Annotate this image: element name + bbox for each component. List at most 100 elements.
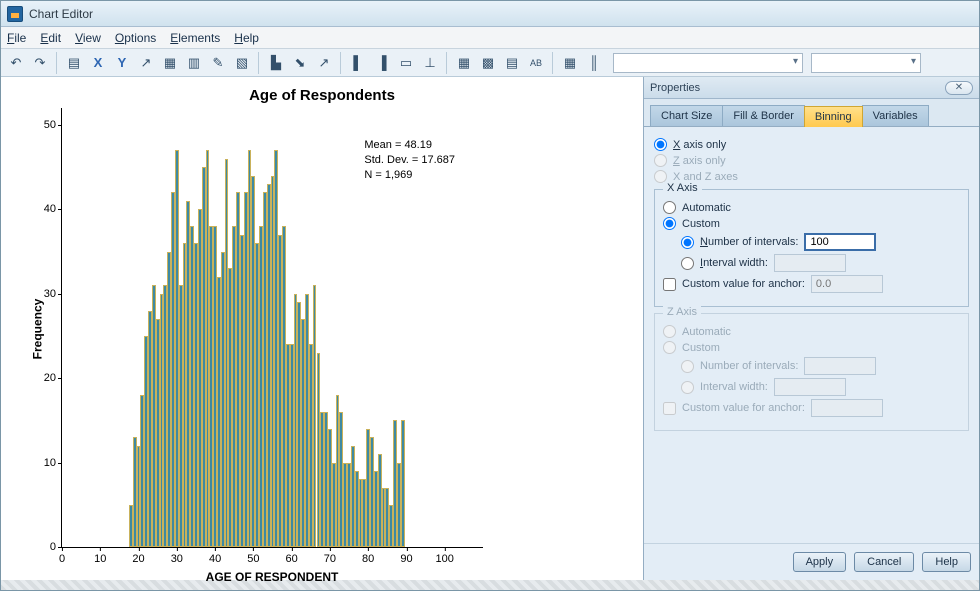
- z-anchor-input: [811, 399, 883, 417]
- y-axis-icon[interactable]: Y: [111, 52, 133, 74]
- properties-header: Properties ✕: [644, 77, 979, 99]
- chart-title: Age of Respondents: [11, 87, 633, 104]
- tab-binning[interactable]: Binning: [804, 106, 863, 127]
- z-num-intervals-label: Number of intervals:: [700, 360, 798, 372]
- x-custom-label: Custom: [682, 218, 720, 230]
- tab-variables[interactable]: Variables: [862, 105, 929, 126]
- num-intervals-label: Number of intervals:: [700, 236, 798, 248]
- radio-xz-label: X and Z axes: [673, 171, 738, 183]
- properties-body: X axis only Z axis only X and Z axes X A…: [644, 127, 979, 543]
- toolbar-dropdown-2[interactable]: [811, 53, 921, 73]
- legend-icon[interactable]: ▤: [501, 52, 523, 74]
- interval-width-input: [774, 254, 846, 272]
- options-icon[interactable]: ▧: [231, 52, 253, 74]
- radio-z-custom: [663, 341, 676, 354]
- properties-icon[interactable]: ▤: [63, 52, 85, 74]
- redo-icon[interactable]: ↷: [29, 52, 51, 74]
- x-axis-legend: X Axis: [663, 182, 702, 194]
- chart-plot: Mean = 48.19 Std. Dev. = 17.687 N = 1,96…: [61, 108, 483, 548]
- x-automatic-row: Automatic: [663, 201, 960, 214]
- menu-options[interactable]: Options: [115, 31, 156, 45]
- x-axis-label: AGE OF RESPONDENT: [61, 570, 483, 584]
- properties-tabs: Chart Size Fill & Border Binning Variabl…: [644, 99, 979, 127]
- cancel-button[interactable]: Cancel: [854, 552, 914, 572]
- z-axis-fieldset: Z Axis Automatic Custom Number of interv…: [654, 313, 969, 431]
- menu-elements[interactable]: Elements: [170, 31, 220, 45]
- histogram-icon[interactable]: ▐: [371, 52, 393, 74]
- custom-anchor-input: [811, 275, 883, 293]
- x-num-intervals-row: Number of intervals:: [681, 233, 960, 251]
- radio-interval-width[interactable]: [681, 257, 694, 270]
- properties-footer: Apply Cancel Help: [644, 543, 979, 580]
- interval-width-label: Interval width:: [700, 257, 768, 269]
- properties-title: Properties: [650, 82, 700, 94]
- data-label-icon[interactable]: ▦: [159, 52, 181, 74]
- z-interval-width-input: [774, 378, 846, 396]
- palette-icon[interactable]: ▦: [559, 52, 581, 74]
- z-custom-label: Custom: [682, 342, 720, 354]
- tab-chart-size[interactable]: Chart Size: [650, 105, 723, 126]
- custom-anchor-label: Custom value for anchor:: [682, 278, 805, 290]
- z-num-intervals-input: [804, 357, 876, 375]
- x-axis-icon[interactable]: X: [87, 52, 109, 74]
- tab-fill-border[interactable]: Fill & Border: [722, 105, 805, 126]
- checkbox-z-anchor: [663, 402, 676, 415]
- z-interval-width-label: Interval width:: [700, 381, 768, 393]
- window-title: Chart Editor: [29, 7, 93, 21]
- x-automatic-label: Automatic: [682, 202, 731, 214]
- radio-x-only[interactable]: [654, 138, 667, 151]
- z-anchor-label: Custom value for anchor:: [682, 402, 805, 414]
- ab-icon[interactable]: AB: [525, 52, 547, 74]
- transpose-icon[interactable]: ↗: [135, 52, 157, 74]
- radio-z-only-row: Z axis only: [654, 154, 969, 167]
- radio-x-only-label: X axis only: [673, 139, 726, 151]
- radio-z-interval-width: [681, 381, 694, 394]
- menu-file[interactable]: File: [7, 31, 26, 45]
- radio-z-only: [654, 154, 667, 167]
- chart-stats: Mean = 48.19 Std. Dev. = 17.687 N = 1,96…: [364, 138, 455, 183]
- chart-area: Age of Respondents Frequency Mean = 48.1…: [1, 77, 643, 580]
- radio-x-only-row: X axis only: [654, 138, 969, 151]
- stat-sd: Std. Dev. = 17.687: [364, 153, 455, 168]
- toolbar-dropdown-1[interactable]: [613, 53, 803, 73]
- stat-mean: Mean = 48.19: [364, 138, 455, 153]
- titlebar: Chart Editor: [1, 1, 979, 27]
- radio-x-automatic[interactable]: [663, 201, 676, 214]
- radio-z-automatic: [663, 325, 676, 338]
- close-icon[interactable]: ✕: [945, 81, 973, 95]
- chart-editor-window: Chart Editor File Edit View Options Elem…: [0, 0, 980, 591]
- errorbar-icon[interactable]: ⊥: [419, 52, 441, 74]
- radio-x-custom[interactable]: [663, 217, 676, 230]
- chart-type-3-icon[interactable]: ↗: [313, 52, 335, 74]
- menubar: File Edit View Options Elements Help: [1, 27, 979, 49]
- menu-edit[interactable]: Edit: [40, 31, 61, 45]
- checkbox-custom-anchor[interactable]: [663, 278, 676, 291]
- x-axis-fieldset: X Axis Automatic Custom Number of interv…: [654, 189, 969, 307]
- apply-button[interactable]: Apply: [793, 552, 847, 572]
- app-icon: [7, 6, 23, 22]
- grid-icon[interactable]: ▦: [453, 52, 475, 74]
- columns-icon[interactable]: ║: [583, 52, 605, 74]
- radio-z-only-label: Z axis only: [673, 155, 726, 167]
- num-intervals-input[interactable]: [804, 233, 876, 251]
- boxplot-icon[interactable]: ▭: [395, 52, 417, 74]
- radio-z-num-intervals: [681, 360, 694, 373]
- grid2-icon[interactable]: ▩: [477, 52, 499, 74]
- properties-panel: Properties ✕ Chart Size Fill & Border Bi…: [643, 77, 979, 580]
- undo-icon[interactable]: ↶: [5, 52, 27, 74]
- radio-num-intervals[interactable]: [681, 236, 694, 249]
- y-axis-label: Frequency: [30, 298, 44, 359]
- menu-help[interactable]: Help: [234, 31, 259, 45]
- annotation-icon[interactable]: ✎: [207, 52, 229, 74]
- chart-type-1-icon[interactable]: ▙: [265, 52, 287, 74]
- menu-view[interactable]: View: [75, 31, 101, 45]
- toolbar: ↶ ↷ ▤ X Y ↗ ▦ ▥ ✎ ▧ ▙ ⬊ ↗ ▌ ▐ ▭ ⊥ ▦ ▩ ▤ …: [1, 49, 979, 77]
- reference-line-icon[interactable]: ▥: [183, 52, 205, 74]
- chart-type-2-icon[interactable]: ⬊: [289, 52, 311, 74]
- help-button[interactable]: Help: [922, 552, 971, 572]
- z-axis-legend: Z Axis: [663, 306, 701, 318]
- x-interval-width-row: Interval width:: [681, 254, 960, 272]
- x-anchor-row: Custom value for anchor:: [663, 275, 960, 293]
- x-custom-row: Custom: [663, 217, 960, 230]
- bar-icon[interactable]: ▌: [347, 52, 369, 74]
